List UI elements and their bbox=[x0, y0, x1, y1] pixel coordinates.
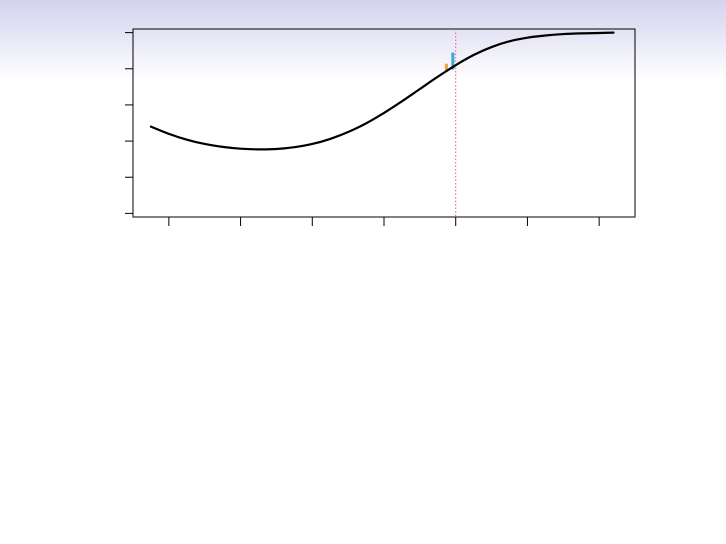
x-axis bbox=[168, 217, 600, 226]
header-gradient-band bbox=[0, 0, 726, 80]
marker-bars bbox=[444, 52, 455, 71]
marker-bar-0 bbox=[444, 63, 448, 71]
marker-bar-1 bbox=[451, 52, 455, 70]
y-axis bbox=[125, 32, 133, 214]
plot-frame bbox=[132, 28, 636, 218]
series-line-curve bbox=[149, 31, 615, 151]
